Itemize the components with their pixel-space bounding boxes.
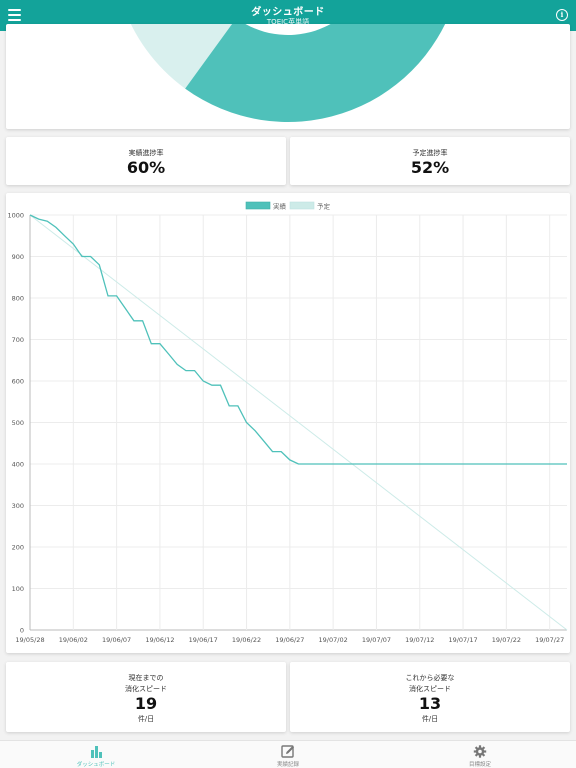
y-tick-label: 1000 bbox=[7, 212, 24, 220]
x-tick-label: 19/07/22 bbox=[492, 636, 521, 644]
current-speed-value: 19 bbox=[134, 694, 158, 713]
page-title: ダッシュボード bbox=[251, 7, 325, 18]
required-speed-unit: 件/日 bbox=[421, 715, 439, 723]
legend-actual-swatch bbox=[245, 201, 271, 210]
x-tick-label: 19/07/07 bbox=[362, 636, 391, 644]
x-tick-label: 19/06/02 bbox=[59, 636, 88, 644]
donut-actual-segment bbox=[185, 24, 446, 122]
required-speed-label-2: 消化スピード bbox=[409, 685, 451, 693]
progress-donut bbox=[130, 24, 446, 122]
x-tick-label: 19/07/27 bbox=[535, 636, 564, 644]
x-tick-label: 19/06/12 bbox=[145, 636, 174, 644]
y-tick-label: 0 bbox=[20, 627, 24, 635]
x-tick-label: 19/07/12 bbox=[405, 636, 434, 644]
tab-dashboard-label: ダッシュボード bbox=[76, 762, 116, 768]
tab-goal-label: 目標設定 bbox=[468, 762, 491, 768]
legend-planned-swatch bbox=[289, 201, 315, 210]
required-speed-value: 13 bbox=[418, 694, 442, 713]
x-tick-label: 19/07/02 bbox=[319, 636, 348, 644]
gear-icon bbox=[473, 745, 487, 758]
tab-record[interactable]: 実績記録 bbox=[192, 741, 384, 768]
y-tick-label: 600 bbox=[12, 378, 24, 386]
info-icon[interactable]: i bbox=[556, 9, 568, 21]
bottom-tab-bar: ダッシュボード 実績記録 目標設定 bbox=[0, 740, 576, 768]
required-speed-card: これから必要な 消化スピード 13 件/日 bbox=[290, 662, 570, 732]
planned-series-line bbox=[29, 214, 568, 631]
actual-progress-card: 実績進捗率 60% bbox=[6, 137, 286, 185]
page-subtitle: TOEIC英単語 bbox=[266, 18, 310, 26]
tab-dashboard[interactable]: ダッシュボード bbox=[0, 741, 192, 768]
legend-actual-label: 実績 bbox=[273, 202, 287, 211]
current-speed-unit: 件/日 bbox=[137, 715, 155, 723]
x-tick-label: 19/07/17 bbox=[448, 636, 477, 644]
edit-icon bbox=[281, 745, 294, 758]
actual-progress-value: 60% bbox=[126, 158, 166, 177]
x-tick-label: 19/06/27 bbox=[275, 636, 304, 644]
current-speed-card: 現在までの 消化スピード 19 件/日 bbox=[6, 662, 286, 732]
y-tick-label: 200 bbox=[12, 544, 24, 552]
required-speed-label-1: これから必要な bbox=[405, 674, 455, 682]
tab-goal[interactable]: 目標設定 bbox=[384, 741, 576, 768]
y-tick-label: 500 bbox=[12, 419, 24, 427]
x-tick-label: 19/05/28 bbox=[15, 636, 44, 644]
y-tick-label: 400 bbox=[12, 461, 24, 469]
x-tick-label: 19/06/07 bbox=[102, 636, 131, 644]
planned-progress-value: 52% bbox=[410, 158, 450, 177]
legend-planned-label: 予定 bbox=[317, 202, 331, 211]
planned-progress-label: 予定進捗率 bbox=[412, 149, 448, 157]
planned-progress-card: 予定進捗率 52% bbox=[290, 137, 570, 185]
burndown-chart-card: 0 100 200 300 400 500 600 700 800 900 1000 19/05/28… bbox=[6, 193, 570, 653]
y-tick-label: 800 bbox=[12, 295, 24, 303]
burndown-chart: 0 100 200 300 400 500 600 700 800 900 1000 19/05/28… bbox=[7, 201, 568, 644]
y-tick-label: 700 bbox=[12, 336, 24, 344]
current-speed-label-2: 消化スピード bbox=[125, 685, 167, 693]
y-tick-label: 900 bbox=[12, 253, 24, 261]
y-tick-label: 300 bbox=[12, 502, 24, 510]
hamburger-menu-icon[interactable] bbox=[8, 9, 21, 21]
bar-chart-icon bbox=[91, 746, 102, 758]
x-tick-label: 19/06/17 bbox=[189, 636, 218, 644]
actual-progress-label: 実績進捗率 bbox=[128, 149, 164, 157]
tab-record-label: 実績記録 bbox=[276, 762, 299, 768]
current-speed-label-1: 現在までの bbox=[128, 674, 164, 682]
y-tick-label: 100 bbox=[12, 585, 24, 593]
progress-donut-card bbox=[6, 24, 570, 129]
actual-series-line bbox=[29, 214, 567, 465]
x-tick-label: 19/06/22 bbox=[232, 636, 261, 644]
donut-remaining-segment bbox=[130, 24, 233, 89]
